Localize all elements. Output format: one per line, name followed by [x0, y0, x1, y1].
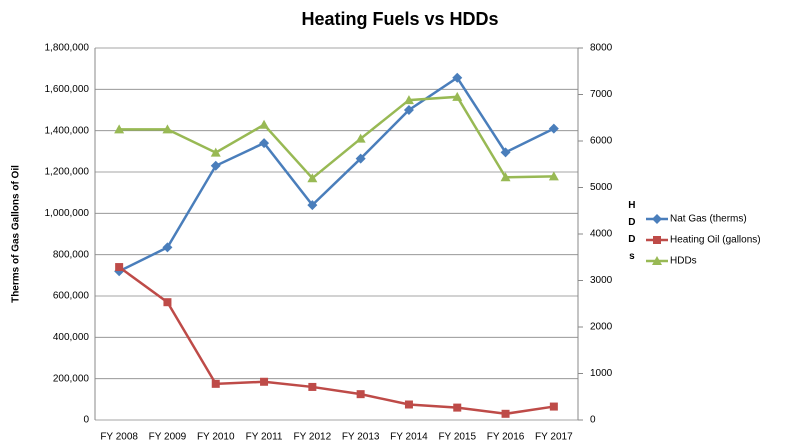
y2-tick-label: 3000: [590, 275, 613, 286]
data-point: [210, 160, 221, 171]
data-point: [259, 138, 270, 149]
data-point: [403, 95, 414, 105]
data-point: [355, 133, 366, 143]
data-point: [260, 377, 269, 386]
y2-tick-label: 4000: [590, 229, 613, 240]
x-tick-label: FY 2017: [535, 432, 573, 443]
y-tick-label: 0: [83, 415, 89, 426]
y2-tick-label: 8000: [590, 43, 613, 54]
legend-label: Nat Gas (therms): [670, 214, 747, 225]
y2-tick-label: 1000: [590, 368, 613, 379]
y-tick-label: 600,000: [53, 291, 90, 302]
y-tick-label: 1,000,000: [45, 208, 90, 219]
data-point: [404, 400, 413, 409]
y-tick-label: 1,800,000: [45, 43, 90, 54]
y-tick-label: 1,600,000: [45, 84, 90, 95]
series-line: [118, 76, 555, 273]
y-tick-label: 200,000: [53, 373, 90, 384]
data-point: [403, 105, 414, 115]
data-point: [210, 147, 221, 157]
x-tick-label: FY 2009: [149, 432, 187, 443]
x-tick-label: FY 2014: [390, 432, 428, 443]
y2-tick-label: 2000: [590, 322, 613, 333]
y-tick-label: 800,000: [53, 249, 90, 260]
legend-marker: [652, 256, 662, 265]
y2-tick-label: 7000: [590, 89, 613, 100]
y-axis-label: Therms of Gas Gallons of Oil: [11, 165, 22, 303]
data-point: [548, 123, 559, 134]
data-point: [452, 72, 463, 83]
x-tick-label: FY 2008: [100, 432, 138, 443]
y2-tick-label: 5000: [590, 182, 613, 193]
y2-axis-label: HDDs: [626, 200, 637, 268]
legend-label: HDDs: [670, 256, 697, 267]
x-tick-label: FY 2012: [294, 432, 332, 443]
x-tick-label: FY 2013: [342, 432, 380, 443]
series-line: [118, 266, 555, 416]
data-point: [259, 119, 270, 129]
data-point: [356, 390, 365, 399]
data-point: [162, 124, 173, 134]
legend-label: Heating Oil (gallons): [670, 235, 761, 246]
x-tick-label: FY 2011: [246, 432, 283, 443]
data-point: [307, 173, 318, 183]
data-point: [452, 91, 463, 101]
data-point: [162, 242, 173, 253]
legend-marker: [653, 236, 661, 244]
series-line: [119, 95, 554, 180]
data-point: [163, 298, 172, 307]
data-point: [355, 153, 366, 164]
data-point: [548, 171, 559, 181]
y-tick-label: 1,200,000: [45, 167, 90, 178]
x-tick-label: FY 2016: [487, 432, 525, 443]
data-point: [453, 403, 462, 412]
y2-tick-label: 6000: [590, 136, 613, 147]
data-point: [307, 200, 318, 211]
y2-tick-label: 0: [590, 415, 596, 426]
data-point: [211, 379, 220, 388]
data-point: [114, 124, 125, 134]
x-tick-label: FY 2015: [438, 432, 476, 443]
y-tick-label: 400,000: [53, 332, 90, 343]
x-tick-label: FY 2010: [197, 432, 235, 443]
data-point: [501, 409, 510, 418]
data-point: [549, 402, 558, 411]
y-tick-label: 1,400,000: [45, 125, 90, 136]
legend-marker: [652, 214, 662, 224]
data-point: [115, 263, 124, 272]
data-point: [500, 147, 511, 158]
data-point: [500, 172, 511, 182]
chart-title: Heating Fuels vs HDDs: [301, 9, 498, 29]
data-point: [308, 382, 317, 391]
